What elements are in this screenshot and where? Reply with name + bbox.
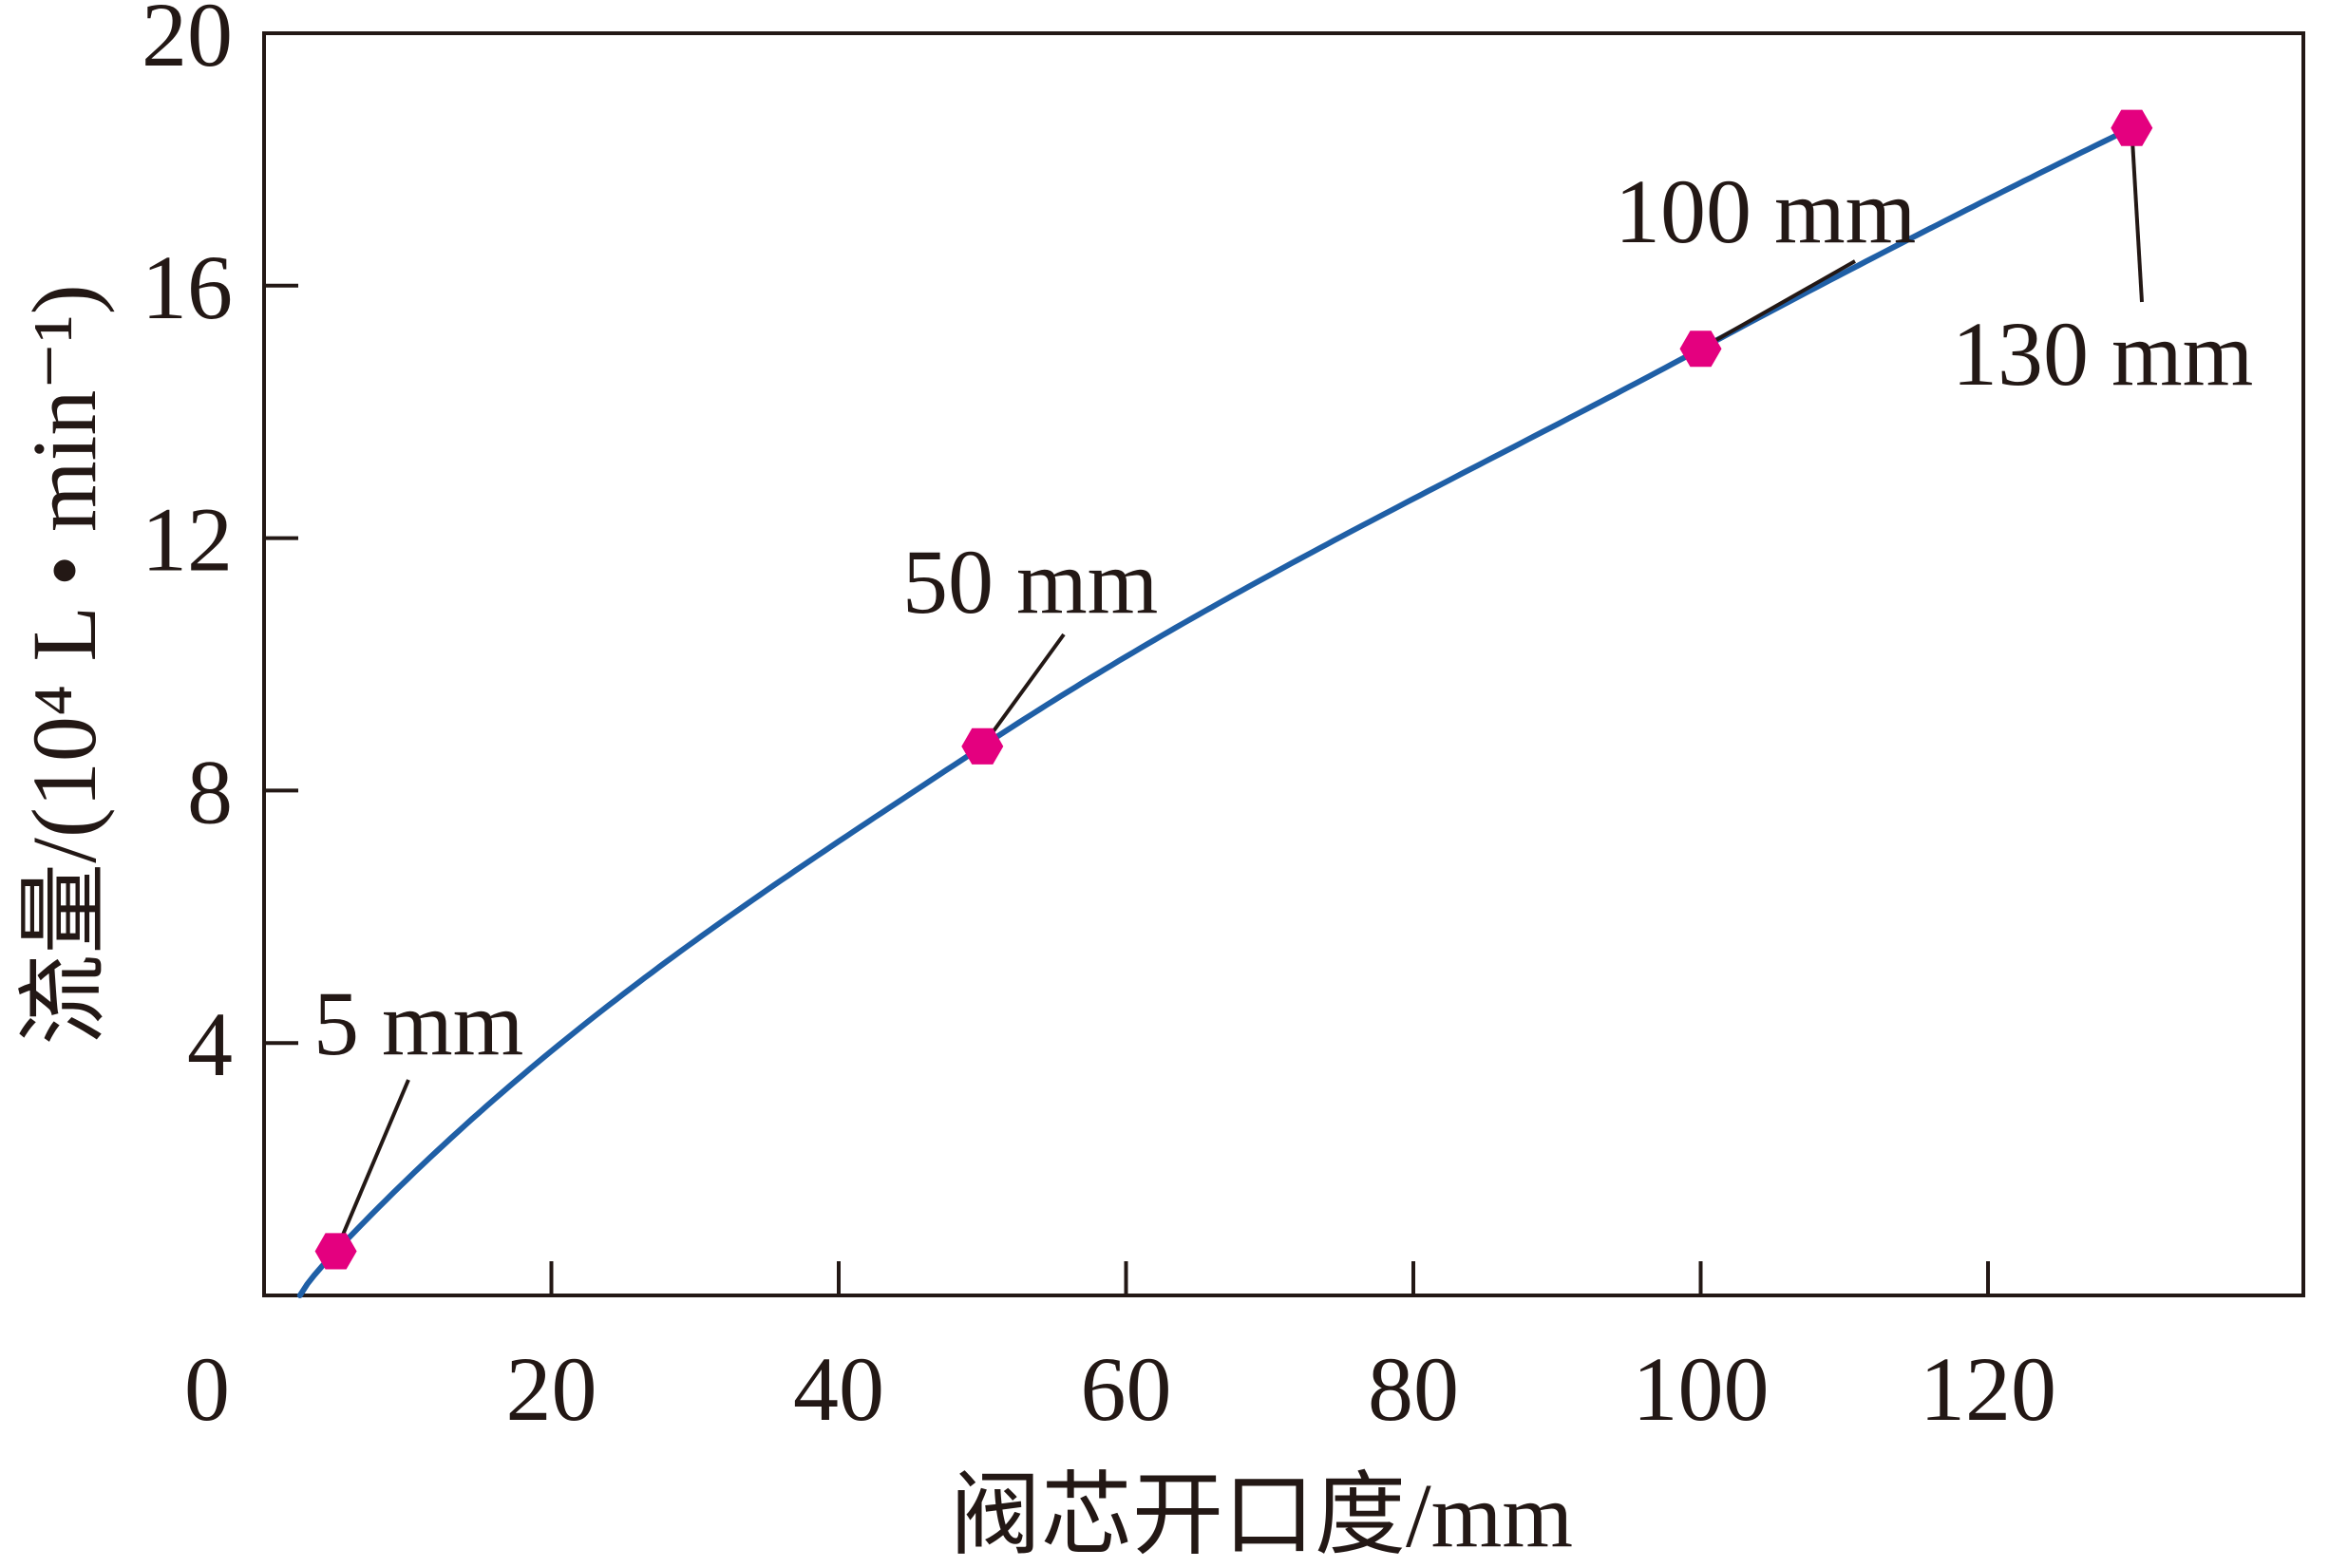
- x-tick-label: 20: [506, 1338, 597, 1440]
- axis-ticks: [264, 31, 1990, 1295]
- data-marker: [1679, 331, 1722, 368]
- data-marker: [961, 727, 1004, 765]
- annotation-label: 130 mm: [1952, 303, 2253, 405]
- x-tick-label: 0: [184, 1338, 230, 1440]
- annotation-labels: 5 mm 50 mm 100 mm 130 mm: [313, 161, 2253, 1074]
- annotation-leader: [980, 633, 1066, 748]
- y-tick-label: 12: [142, 489, 233, 591]
- y-tick-label: 8: [187, 741, 233, 842]
- data-markers: [314, 109, 2153, 1270]
- x-tick-label: 60: [1081, 1338, 1172, 1440]
- data-marker: [314, 1233, 357, 1270]
- tick-labels: 0 20 40 60 80 100 120 4 8 12 16 20: [142, 0, 2056, 1440]
- annotation-label: 100 mm: [1615, 161, 1916, 262]
- annotation-leaders: [333, 127, 2144, 1253]
- annotation-leader: [1699, 259, 1856, 350]
- x-tick-label: 80: [1368, 1338, 1459, 1440]
- annotation-label: 5 mm: [313, 973, 523, 1074]
- x-tick-label: 100: [1633, 1338, 1770, 1440]
- y-tick-label: 20: [142, 0, 233, 85]
- data-marker: [2111, 109, 2153, 146]
- annotation-leader: [2130, 127, 2144, 303]
- y-tick-label: 16: [142, 236, 233, 338]
- x-tick-label: 40: [793, 1338, 884, 1440]
- flow-curve: [296, 124, 2135, 1298]
- y-axis-title: 流量/(10⁴ L • min⁻¹): [13, 284, 115, 1046]
- x-axis-title: 阀芯开口度/mm: [950, 1464, 1573, 1566]
- annotation-label: 50 mm: [902, 531, 1158, 633]
- plot-frame: [262, 31, 2305, 1297]
- annotation-leader: [333, 1079, 410, 1253]
- y-tick-label: 4: [187, 993, 233, 1095]
- x-tick-label: 120: [1920, 1338, 2056, 1440]
